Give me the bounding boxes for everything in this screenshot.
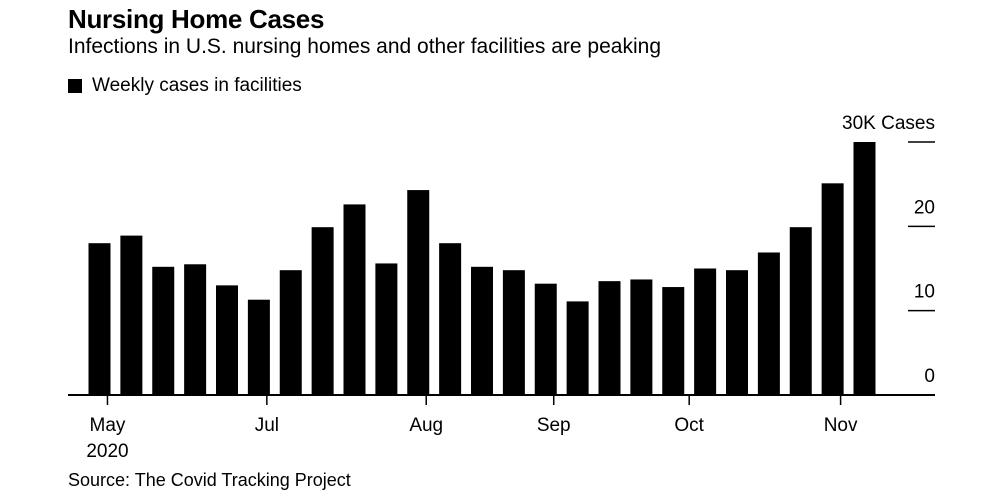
- bar: [343, 204, 366, 395]
- bars-layer: [88, 142, 876, 395]
- legend-label: Weekly cases in facilities: [92, 75, 302, 96]
- bar: [375, 263, 398, 395]
- x-tick-label: Nov: [824, 415, 858, 436]
- bar: [152, 266, 175, 395]
- bar: [279, 270, 302, 395]
- x-tick-label: Oct: [674, 415, 704, 436]
- y-tick-label: 0: [924, 366, 935, 387]
- bar: [120, 235, 143, 395]
- bar: [566, 301, 589, 395]
- y-ticks-layer: 0 10 20 30K Cases: [842, 113, 935, 387]
- bar: [534, 283, 557, 395]
- bar: [311, 227, 334, 395]
- y-tick-label: 30K Cases: [842, 113, 935, 134]
- x-tick-label: Aug: [409, 415, 443, 436]
- bar: [789, 227, 812, 395]
- chart-subtitle: Infections in U.S. nursing homes and oth…: [68, 35, 661, 58]
- bar: [821, 183, 844, 395]
- bar: [439, 243, 462, 395]
- x-tick-label: Jul: [255, 415, 279, 436]
- bar: [502, 270, 525, 395]
- legend-swatch: [68, 79, 82, 93]
- x-tick-label: May: [90, 415, 126, 436]
- bar: [757, 252, 780, 395]
- bar: [247, 299, 270, 395]
- bar: [407, 190, 430, 395]
- x-tick-label: Sep: [537, 415, 571, 436]
- chart-legend: Weekly cases in facilities: [68, 75, 302, 97]
- x-tick-sublabel: 2020: [86, 441, 128, 462]
- bar: [471, 266, 493, 395]
- bar: [694, 268, 717, 395]
- chart-title: Nursing Home Cases: [68, 4, 325, 34]
- y-tick-label: 10: [914, 282, 935, 303]
- y-tick-label: 20: [914, 197, 935, 218]
- bar: [630, 279, 653, 395]
- source-note: Source: The Covid Tracking Project: [68, 470, 351, 490]
- x-ticks-layer: May 2020 Jul Aug Sep Oct Nov: [86, 395, 858, 462]
- bar: [184, 264, 207, 395]
- bar: [216, 285, 238, 395]
- bar: [662, 287, 685, 395]
- bar: [726, 270, 748, 395]
- bar: [598, 281, 621, 395]
- bar: [853, 142, 876, 395]
- bar: [88, 243, 111, 395]
